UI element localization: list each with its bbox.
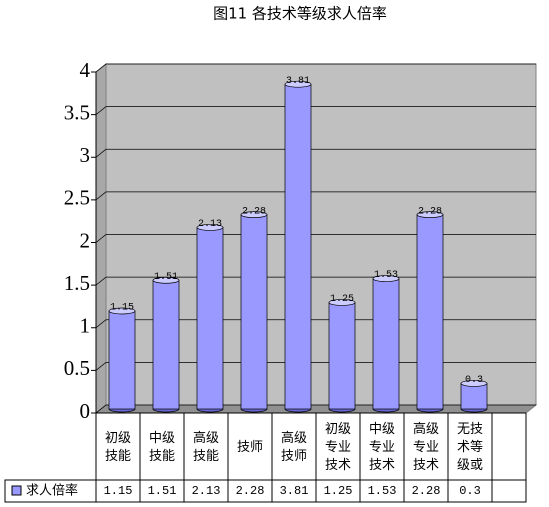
bar <box>152 279 180 410</box>
value-label: 1.53 <box>374 270 398 281</box>
x-tick-label: 中级技能 <box>149 431 175 464</box>
bar <box>284 83 312 410</box>
table-value: 0.3 <box>459 484 481 498</box>
bar <box>240 214 268 410</box>
grid-line <box>95 106 536 115</box>
table-value: 1.51 <box>148 484 177 498</box>
table-value: 2.28 <box>412 484 441 498</box>
grid-line <box>95 234 536 243</box>
y-tick-label: 0 <box>80 399 91 423</box>
bar-top <box>196 224 224 231</box>
table-value: 1.53 <box>368 484 397 498</box>
x-tick-label: 初级技能 <box>105 431 131 464</box>
value-label: 2.13 <box>198 219 222 230</box>
value-label: 1.51 <box>154 272 178 283</box>
y-tick-label: 3.5 <box>64 100 90 124</box>
bar <box>196 227 224 410</box>
y-tick-label: 0.5 <box>64 356 90 380</box>
bar-top <box>372 275 400 282</box>
bar <box>460 383 488 410</box>
y-tick-label: 2 <box>80 228 91 252</box>
y-tick-label: 1.5 <box>64 271 90 295</box>
table-value: 3.81 <box>280 484 309 498</box>
value-label: 2.28 <box>418 206 442 217</box>
bar <box>108 310 136 410</box>
bar <box>372 278 400 410</box>
bar-top <box>460 380 488 387</box>
bar-top <box>152 276 180 284</box>
table-value: 2.13 <box>192 484 221 498</box>
x-tick-label: 中级专业技术 <box>369 422 395 473</box>
y-tick-label: 2.5 <box>64 186 90 210</box>
x-tick-label: 技师 <box>237 440 263 455</box>
grid-line <box>95 63 536 73</box>
legend-key <box>11 485 22 496</box>
y-tick-label: 1 <box>80 314 91 338</box>
value-label: 2.28 <box>242 206 266 217</box>
bar-top <box>328 299 356 306</box>
table-value: 1.15 <box>104 484 133 498</box>
chart-title: 图11 各技术等级求人倍率 <box>213 5 387 23</box>
value-label: 3.81 <box>286 76 310 87</box>
bar-top <box>108 307 136 315</box>
x-tick-label: 高级技能 <box>193 430 219 464</box>
table-value: 2.28 <box>236 484 265 498</box>
grid-line <box>95 191 536 201</box>
table-value: 1.25 <box>324 484 353 498</box>
bar-top <box>284 80 312 88</box>
x-tick-label: 初级专业技术 <box>325 422 351 473</box>
x-tick-label: 高级专业技术 <box>413 421 439 473</box>
grid-line <box>95 148 536 158</box>
x-tick-label: 无技术等级或 <box>457 422 483 473</box>
x-tick-label: 高级技师 <box>281 430 307 464</box>
bar <box>328 302 356 410</box>
y-tick-label: 3 <box>80 143 91 167</box>
value-label: 1.15 <box>110 303 134 314</box>
y-tick-label: 4 <box>80 58 91 82</box>
legend-label: 求人倍率 <box>26 483 78 499</box>
bar <box>416 214 444 410</box>
bar-top <box>416 211 444 218</box>
bar-top <box>240 211 268 218</box>
value-label: 1.25 <box>330 294 354 305</box>
value-label: 0.3 <box>465 375 483 386</box>
